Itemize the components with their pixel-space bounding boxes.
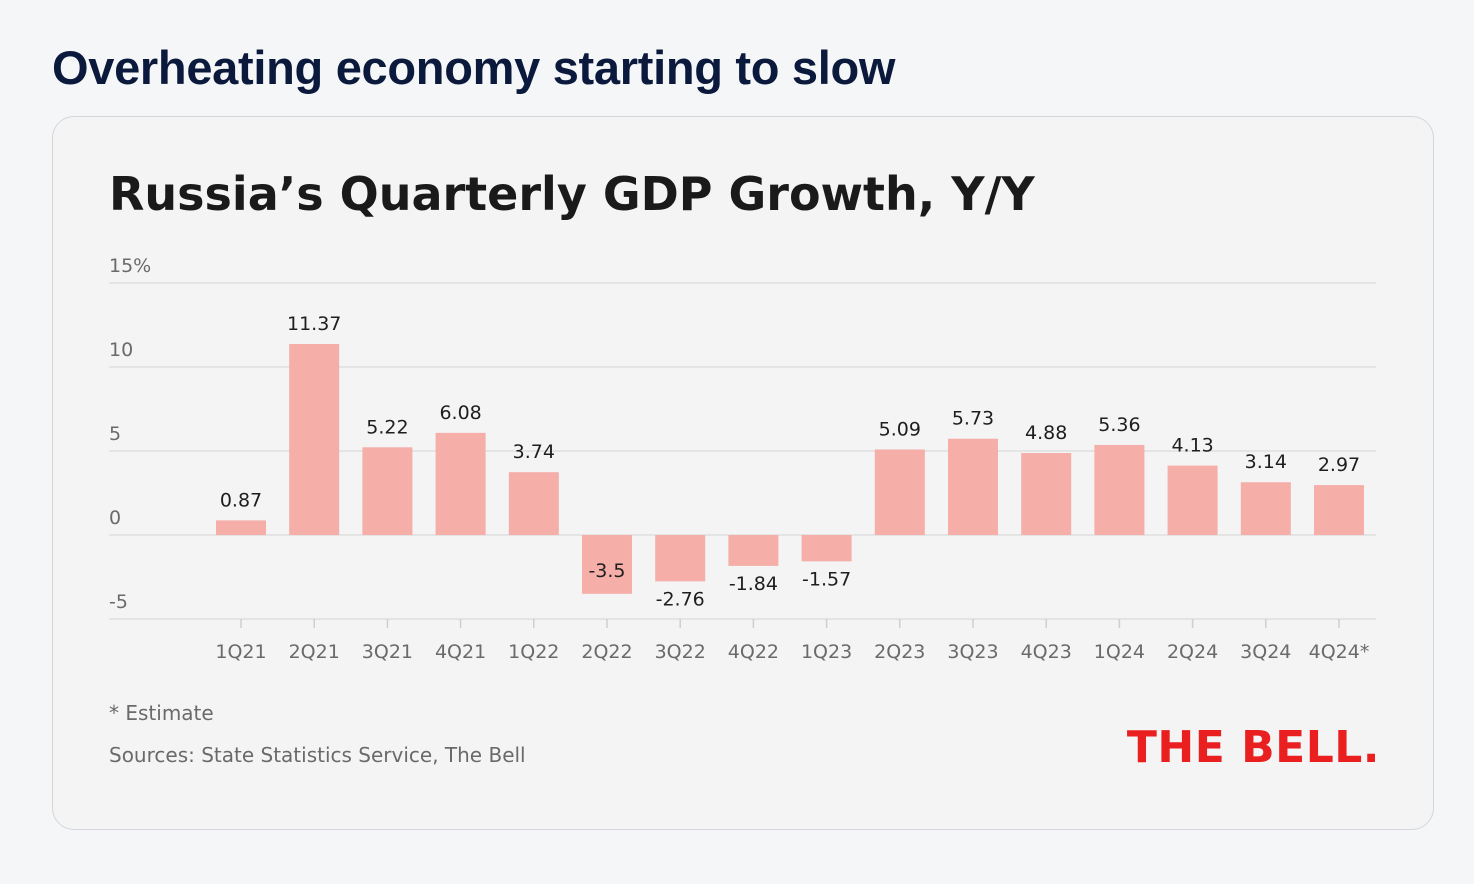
x-tick-label: 1Q22 (508, 641, 559, 663)
x-tick-label: 4Q24* (1309, 641, 1370, 663)
x-tick-label: 2Q23 (874, 641, 925, 663)
the-bell-logo: THE BELL. (1127, 722, 1380, 773)
bar (655, 535, 706, 582)
bar (1094, 444, 1145, 535)
bar (435, 432, 486, 535)
y-tick-label: 5 (109, 423, 121, 445)
x-tick-label: 1Q24 (1094, 641, 1145, 663)
bar (1167, 465, 1218, 535)
bar (508, 472, 559, 535)
gdp-bar-chart: Russia’s Quarterly GDP Growth, Y/Y 15% 10… (109, 167, 1380, 773)
x-tick-label: 3Q24 (1240, 641, 1291, 663)
x-tick-label: 1Q21 (215, 641, 266, 663)
chart-card: Russia’s Quarterly GDP Growth, Y/Y 15% 10… (52, 116, 1434, 830)
bar (728, 535, 779, 566)
y-axis-ticks: 15% 10 5 0 -5 (109, 255, 151, 613)
bars (216, 343, 1364, 594)
x-tick-label: 4Q23 (1021, 641, 1072, 663)
estimate-footnote: * Estimate (109, 701, 214, 725)
data-label: 2.97 (1318, 454, 1360, 476)
data-label: 0.87 (220, 489, 262, 511)
x-tick-label: 3Q23 (947, 641, 998, 663)
y-tick-label: 0 (109, 507, 121, 529)
y-tick-label: 10 (109, 339, 133, 361)
y-tick-label: -5 (109, 591, 128, 613)
data-label: 3.74 (513, 441, 555, 463)
data-label: 6.08 (439, 402, 481, 424)
data-label: 3.14 (1245, 451, 1287, 473)
x-axis-ticks: 1Q21 2Q21 3Q21 4Q21 1Q22 2Q22 3Q22 4Q22 1Q23 2Q23… (215, 619, 1369, 663)
x-tick-label: 4Q22 (728, 641, 779, 663)
data-label: 5.09 (879, 418, 921, 440)
bar (582, 535, 632, 594)
x-tick-label: 2Q24 (1167, 641, 1218, 663)
bar (801, 535, 852, 562)
data-label: 5.22 (366, 416, 408, 438)
data-label: -3.5 (588, 560, 625, 582)
data-label: -2.76 (656, 588, 705, 610)
data-label: 5.73 (952, 408, 994, 430)
data-label: 5.36 (1098, 414, 1140, 436)
source-note: Sources: State Statistics Service, The B… (109, 743, 526, 767)
data-label: -1.84 (729, 573, 778, 595)
bar (874, 449, 925, 535)
bar (1240, 482, 1291, 535)
bar (289, 343, 340, 535)
chart-title: Russia’s Quarterly GDP Growth, Y/Y (109, 167, 1035, 221)
bar (1021, 453, 1072, 535)
data-label: -1.57 (802, 568, 851, 590)
data-labels: 0.87 11.37 5.22 6.08 3.74 -3.5 -2.76 -1.84 -1.57… (220, 313, 1360, 610)
bar (1314, 485, 1364, 535)
page-title: Overheating economy starting to slow (52, 41, 896, 94)
bar (216, 520, 266, 535)
data-label: 4.13 (1171, 435, 1213, 457)
x-tick-label: 2Q21 (289, 641, 340, 663)
x-tick-label: 3Q21 (362, 641, 413, 663)
data-label: 4.88 (1025, 422, 1067, 444)
bar (948, 438, 998, 535)
x-tick-label: 1Q23 (801, 641, 852, 663)
bar (362, 447, 413, 535)
data-label: 11.37 (287, 313, 341, 335)
x-tick-label: 4Q21 (435, 641, 486, 663)
x-tick-label: 2Q22 (581, 641, 632, 663)
y-tick-label: 15% (109, 255, 151, 277)
x-tick-label: 3Q22 (655, 641, 706, 663)
